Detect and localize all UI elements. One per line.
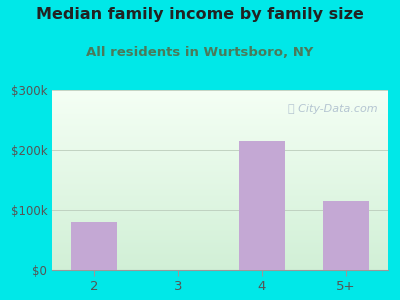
Text: Median family income by family size: Median family income by family size bbox=[36, 8, 364, 22]
Bar bbox=[71, 222, 117, 270]
Bar bbox=[239, 141, 285, 270]
Bar bbox=[323, 201, 369, 270]
Text: All residents in Wurtsboro, NY: All residents in Wurtsboro, NY bbox=[86, 46, 314, 59]
Text: ⓘ City-Data.com: ⓘ City-Data.com bbox=[288, 104, 378, 114]
